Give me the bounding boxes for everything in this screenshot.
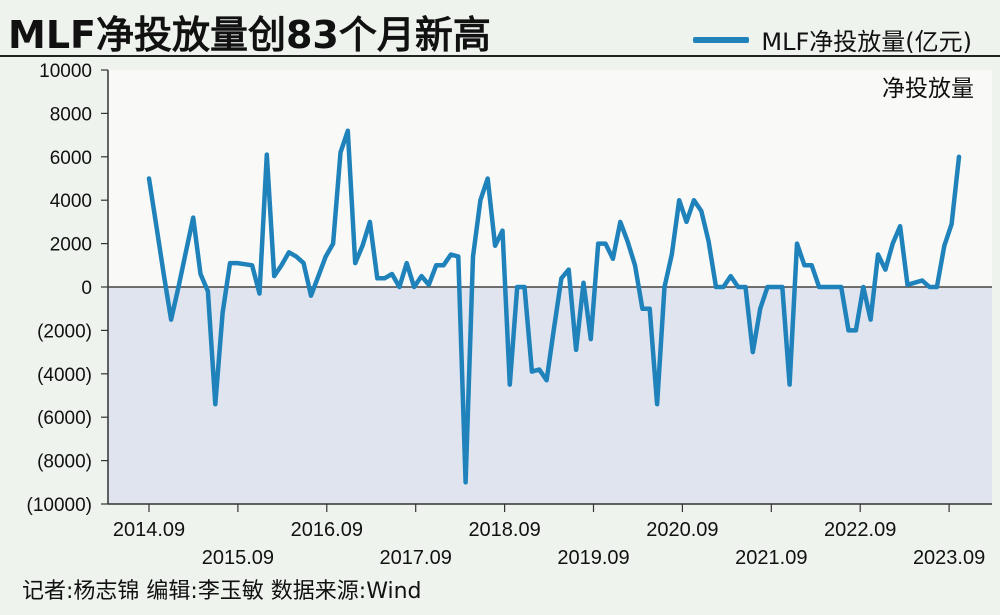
x-tick-label: 2017.09 [380,547,452,569]
y-tick-label: (4000) [37,365,92,386]
x-tick-label: 2023.09 [913,547,985,569]
x-tick-label: 2020.09 [646,519,718,541]
x-tick-label: 2015.09 [202,547,274,569]
footer-credits: 记者:杨志锦 编辑:李玉敏 数据来源:Wind [22,579,422,604]
plot-area-negative [108,287,992,504]
y-tick-label: 10000 [39,61,92,82]
chart-title: MLF净投放量创83个月新高 [8,13,491,57]
x-tick-label: 2016.09 [291,519,363,541]
title-divider [0,55,1000,57]
x-tick-label: 2018.09 [468,519,540,541]
x-tick-label: 2022.09 [824,519,896,541]
series-line [146,128,962,485]
legend: MLF净投放量(亿元) [693,22,972,57]
y-tick-label: 6000 [50,148,92,169]
y-tick-label: (8000) [37,452,92,473]
x-tick-label: 2021.09 [735,547,807,569]
y-tick-label: 0 [81,278,92,299]
x-tick-label: 2014.09 [113,519,185,541]
y-tick-label: 2000 [50,235,92,256]
legend-label: MLF净投放量(亿元) [761,28,972,56]
y-tick-label: (6000) [37,408,92,429]
x-tick-label: 2019.09 [557,547,629,569]
y-tick-label: 8000 [50,104,92,125]
plot-subtitle: 净投放量 [882,76,974,102]
legend-swatch [693,36,750,43]
y-tick-label: 4000 [50,191,92,212]
y-tick-label: (2000) [37,321,92,342]
plot-area-positive [108,70,992,287]
y-tick-label: (10000) [27,495,93,516]
